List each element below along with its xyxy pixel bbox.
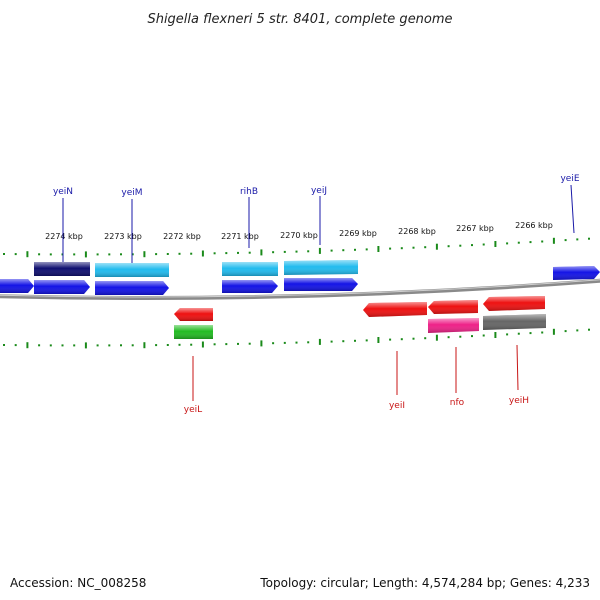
scale-label: 2271 kbp <box>221 232 259 241</box>
inner-tick-ring <box>3 328 590 349</box>
forward-cds-blocks <box>34 260 358 277</box>
gene-label[interactable]: yeiI <box>389 401 405 411</box>
scale-label: 2266 kbp <box>515 221 553 230</box>
scale-label: 2274 kbp <box>45 232 83 241</box>
scale-label: 2269 kbp <box>339 229 377 238</box>
scale-label: 2273 kbp <box>104 232 142 241</box>
forward-label-leaders <box>62 184 575 263</box>
accession-text: Accession: NC_008258 <box>10 576 146 590</box>
gene-label[interactable]: yeiL <box>184 405 202 415</box>
gene-label[interactable]: nfo <box>450 398 465 408</box>
backbone-highlight <box>0 279 600 298</box>
scale-labels: 2274 kbp 2273 kbp 2272 kbp 2271 kbp 2270… <box>45 221 553 241</box>
gene-label[interactable]: rihB <box>240 187 258 197</box>
scale-label: 2270 kbp <box>280 231 318 240</box>
map-title: Shigella flexneri 5 str. 8401, complete … <box>147 12 452 27</box>
genome-backbone <box>0 278 600 300</box>
gene-label[interactable]: yeiH <box>509 396 529 406</box>
gene-label[interactable]: yeiN <box>53 187 73 197</box>
gene-labels: yeiN yeiM rihB yeiJ yeiE yeiL yeiI nfo y… <box>53 174 580 415</box>
scale-label: 2272 kbp <box>163 232 201 241</box>
outer-tick-ring <box>3 237 590 258</box>
scale-label: 2268 kbp <box>398 227 436 236</box>
scale-label: 2267 kbp <box>456 224 494 233</box>
reverse-strand-genes <box>174 296 545 321</box>
forward-strand-genes <box>0 266 600 295</box>
gene-label[interactable]: yeiE <box>560 174 579 184</box>
genome-summary-text: Topology: circular; Length: 4,574,284 bp… <box>259 576 590 590</box>
gene-label[interactable]: yeiJ <box>311 186 327 196</box>
gene-label[interactable]: yeiM <box>121 188 142 198</box>
reverse-label-leaders <box>192 344 519 401</box>
reverse-cds-blocks <box>174 314 546 339</box>
